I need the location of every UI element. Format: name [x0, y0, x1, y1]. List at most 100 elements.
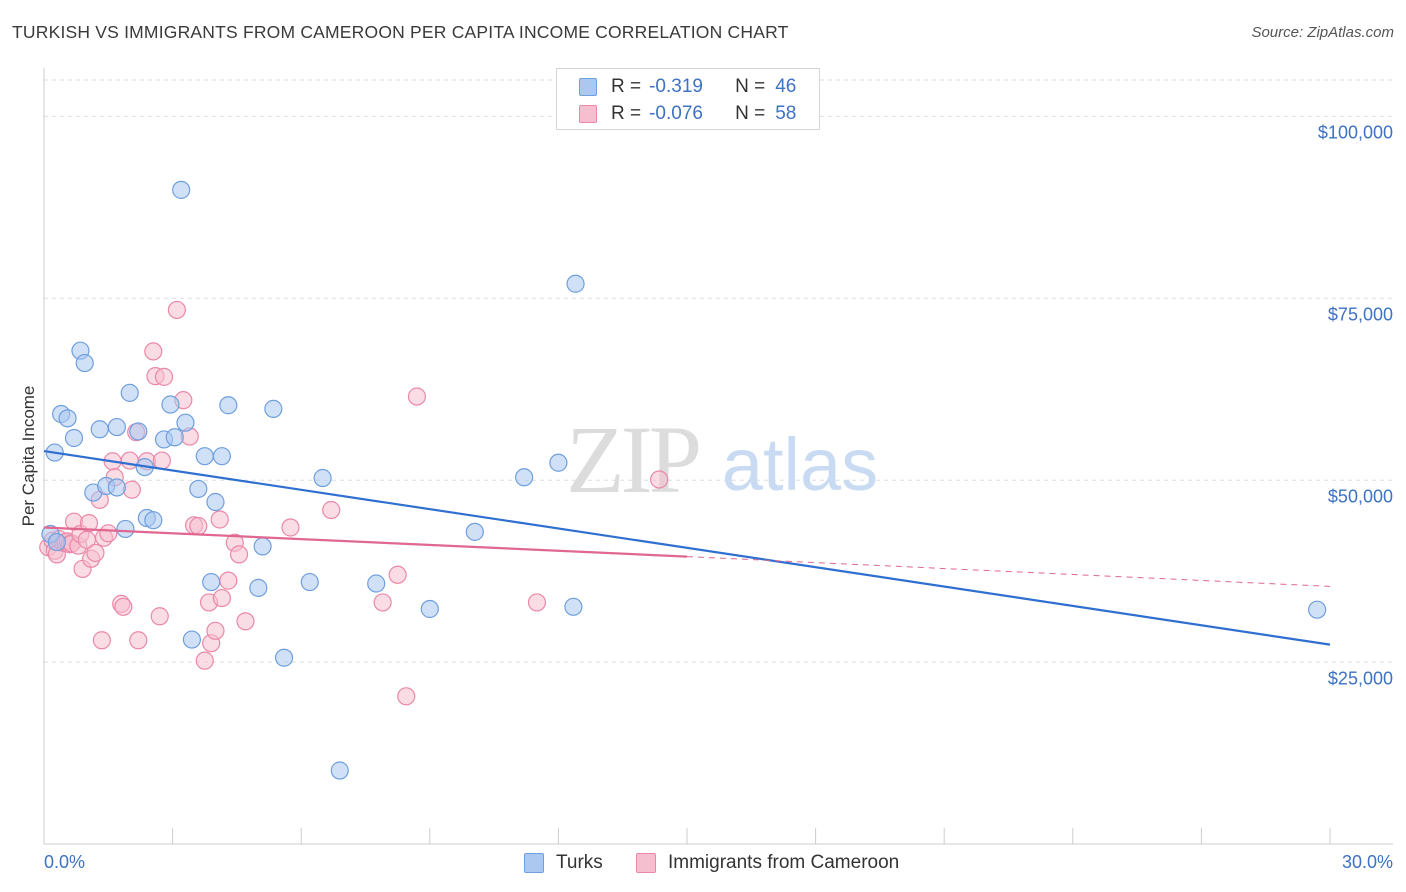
turks-point	[129, 422, 148, 441]
turks-point	[64, 428, 84, 448]
turks-point	[313, 468, 332, 488]
bottom-legend-cameroon: Immigrants from Cameroon	[636, 852, 899, 874]
trend-lines	[43, 449, 1331, 646]
stats-legend: R = -0.319 N = 46 R = -0.076 N = 58	[556, 68, 820, 130]
cameroon-point	[322, 500, 341, 520]
cameroon-point	[144, 342, 163, 361]
cameroon-point	[99, 524, 118, 543]
legend-swatch-cameroon	[579, 105, 597, 123]
y-tick-label: $100,000	[1317, 122, 1393, 143]
y-tick-label: $75,000	[1327, 304, 1393, 325]
cameroon-point	[397, 687, 416, 706]
turks-point	[212, 447, 231, 466]
y-tick-label: $50,000	[1327, 486, 1393, 507]
bottom-legend-turks: Turks	[524, 852, 603, 874]
turks-point	[165, 428, 184, 447]
turks-point	[58, 409, 77, 428]
cameroon-point	[388, 565, 407, 584]
turks-point	[75, 353, 94, 373]
turks-point	[465, 522, 484, 541]
cameroon-point	[407, 387, 427, 406]
cameroon-point	[527, 593, 547, 612]
legend-n-value: 58	[775, 103, 797, 124]
cameroon-point	[373, 593, 392, 612]
cameroon-point	[206, 621, 225, 640]
cameroon-point	[650, 470, 669, 489]
turks-point	[195, 447, 214, 466]
turks-trend-line	[43, 449, 1331, 646]
grid-lines	[44, 79, 1393, 663]
legend-row-cameroon: R = -0.076 N = 58	[579, 102, 796, 126]
turks-point	[172, 180, 191, 199]
legend-n-label: N =	[735, 103, 766, 124]
cameroon-point	[210, 510, 229, 529]
axes	[43, 68, 1393, 845]
turks-point	[300, 572, 319, 592]
turks-point	[107, 417, 126, 437]
turks-point	[249, 578, 268, 597]
turks-point	[549, 453, 568, 472]
legend-r-label: R =	[611, 76, 642, 97]
cameroon-point	[129, 631, 148, 650]
x-tick-min: 0.0%	[44, 852, 86, 872]
legend-r-value: -0.319	[649, 76, 703, 97]
cameroon-point	[92, 631, 111, 650]
legend-row-turks: R = -0.319 N = 46	[579, 75, 796, 99]
turks-point	[116, 519, 135, 539]
turks-point	[219, 396, 238, 415]
turks-point	[564, 597, 583, 616]
turks-point	[330, 761, 349, 780]
cameroon-point	[219, 571, 238, 590]
turks-point	[176, 413, 195, 432]
turks-point	[120, 383, 139, 402]
cameroon-point	[167, 300, 186, 320]
cameroon-trend-line	[43, 526, 688, 558]
legend-n-label: N =	[735, 76, 766, 97]
cameroon-point	[122, 480, 141, 499]
cameroon-point	[189, 516, 208, 536]
cameroon-point	[152, 451, 171, 470]
turks-point	[566, 274, 585, 293]
turks-point	[202, 572, 221, 592]
bottom-legend-cameroon-label: Immigrants from Cameroon	[668, 852, 900, 873]
legend-swatch-turks	[579, 78, 597, 96]
cameroon-point	[114, 597, 133, 616]
turks-point	[144, 511, 163, 530]
legend-r-label: R =	[611, 103, 642, 124]
cameroon-point	[281, 518, 300, 537]
turks-point	[107, 478, 126, 497]
turks-point	[189, 479, 208, 499]
cameroon-point	[154, 367, 174, 386]
turks-point	[47, 532, 66, 552]
turks-point	[274, 648, 294, 667]
cameroon-trend-extension	[686, 556, 1331, 587]
watermark: ZIP atlas	[566, 406, 878, 513]
turks-point	[264, 399, 283, 418]
cameroon-point	[236, 612, 255, 631]
cameroon-point	[229, 545, 249, 564]
cameroon-point	[150, 607, 169, 626]
turks-point	[206, 492, 225, 512]
x-tick-max: 30.0%	[1341, 852, 1393, 872]
turks-point	[182, 630, 201, 649]
turks-points	[41, 180, 1327, 780]
turks-point	[420, 599, 439, 619]
cameroon-point	[195, 651, 214, 670]
bottom-legend-turks-label: Turks	[556, 852, 603, 873]
cameroon-point	[212, 588, 231, 608]
turks-point	[367, 574, 386, 593]
watermark-zip: ZIP	[566, 406, 699, 513]
cameroon-point	[79, 514, 99, 533]
turks-point	[90, 420, 109, 439]
y-tick-label: $25,000	[1327, 668, 1393, 689]
source-label: Source: ZipAtlas.com	[1251, 24, 1394, 41]
legend-n-value: 46	[775, 76, 797, 97]
turks-point	[161, 395, 180, 414]
turks-point	[253, 537, 272, 556]
bottom-swatch-turks	[524, 853, 544, 873]
bottom-swatch-cameroon	[636, 853, 656, 873]
legend-r-value: -0.076	[649, 103, 703, 124]
chart-title: TURKISH VS IMMIGRANTS FROM CAMEROON PER …	[12, 22, 789, 42]
turks-point	[515, 468, 534, 487]
